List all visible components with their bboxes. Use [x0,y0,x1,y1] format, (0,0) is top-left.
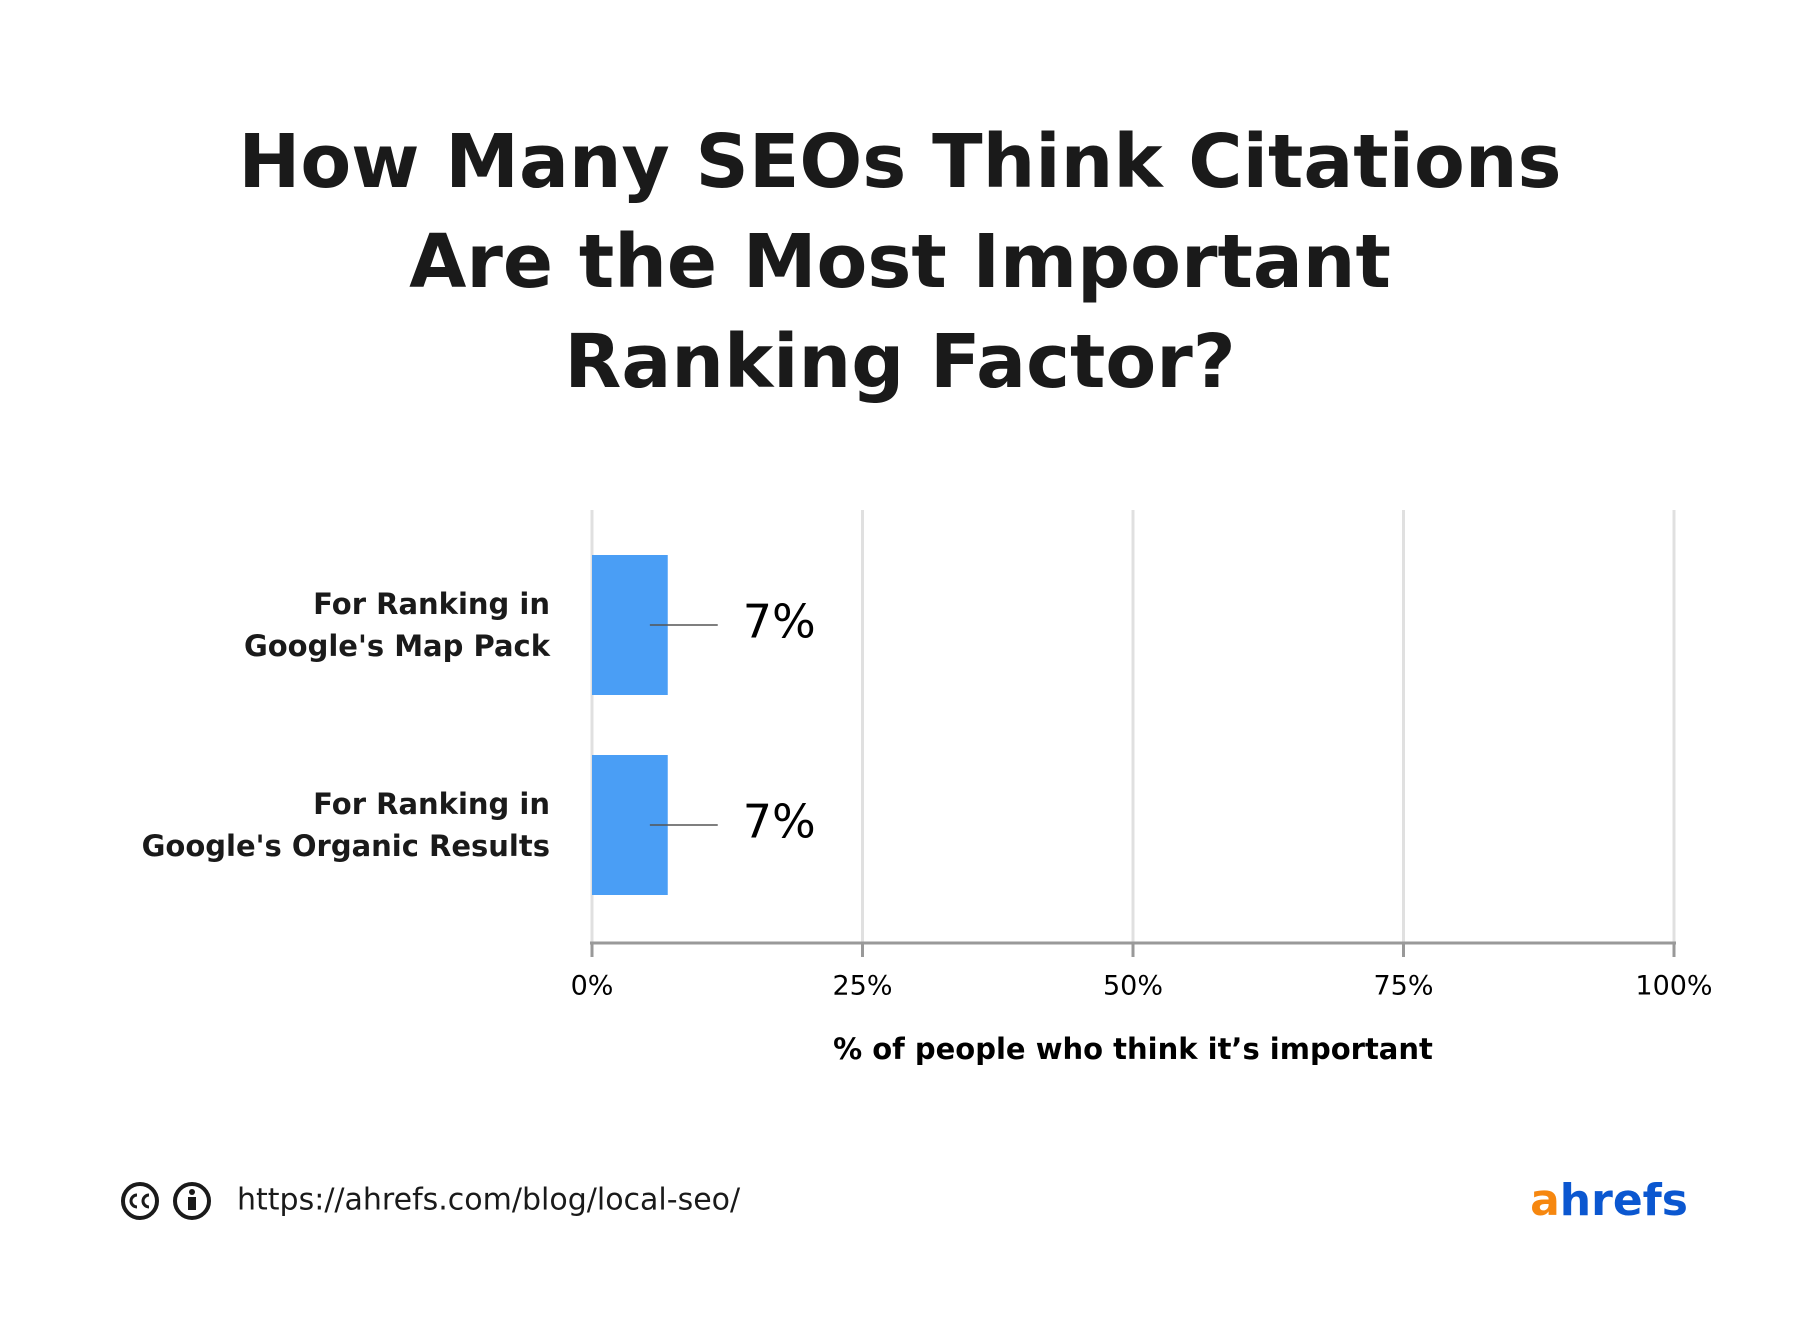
x-tick-label: 50% [1103,971,1163,1002]
x-tick-label: 25% [832,971,892,1002]
value-label: 7% [743,595,816,649]
license-icons [121,1182,211,1220]
source-url: https://ahrefs.com/blog/local-seo/ [237,1183,741,1218]
x-tick-label: 0% [571,971,614,1002]
value-label: 7% [743,795,816,849]
y-tick-label: For Ranking in Google's Organic Results [141,787,550,863]
logo-rest: hrefs [1560,1175,1688,1226]
logo: ahrefs [1530,1175,1688,1226]
chart-title: How Many SEOs Think Citations Are the Mo… [238,119,1562,405]
x-tick-label: 100% [1635,971,1712,1002]
x-tick-label: 75% [1373,971,1433,1002]
logo-a: a [1530,1175,1560,1226]
x-axis-label: % of people who think it’s important [833,1032,1433,1066]
y-tick-label: For Ranking in Google's Map Pack [243,587,550,663]
